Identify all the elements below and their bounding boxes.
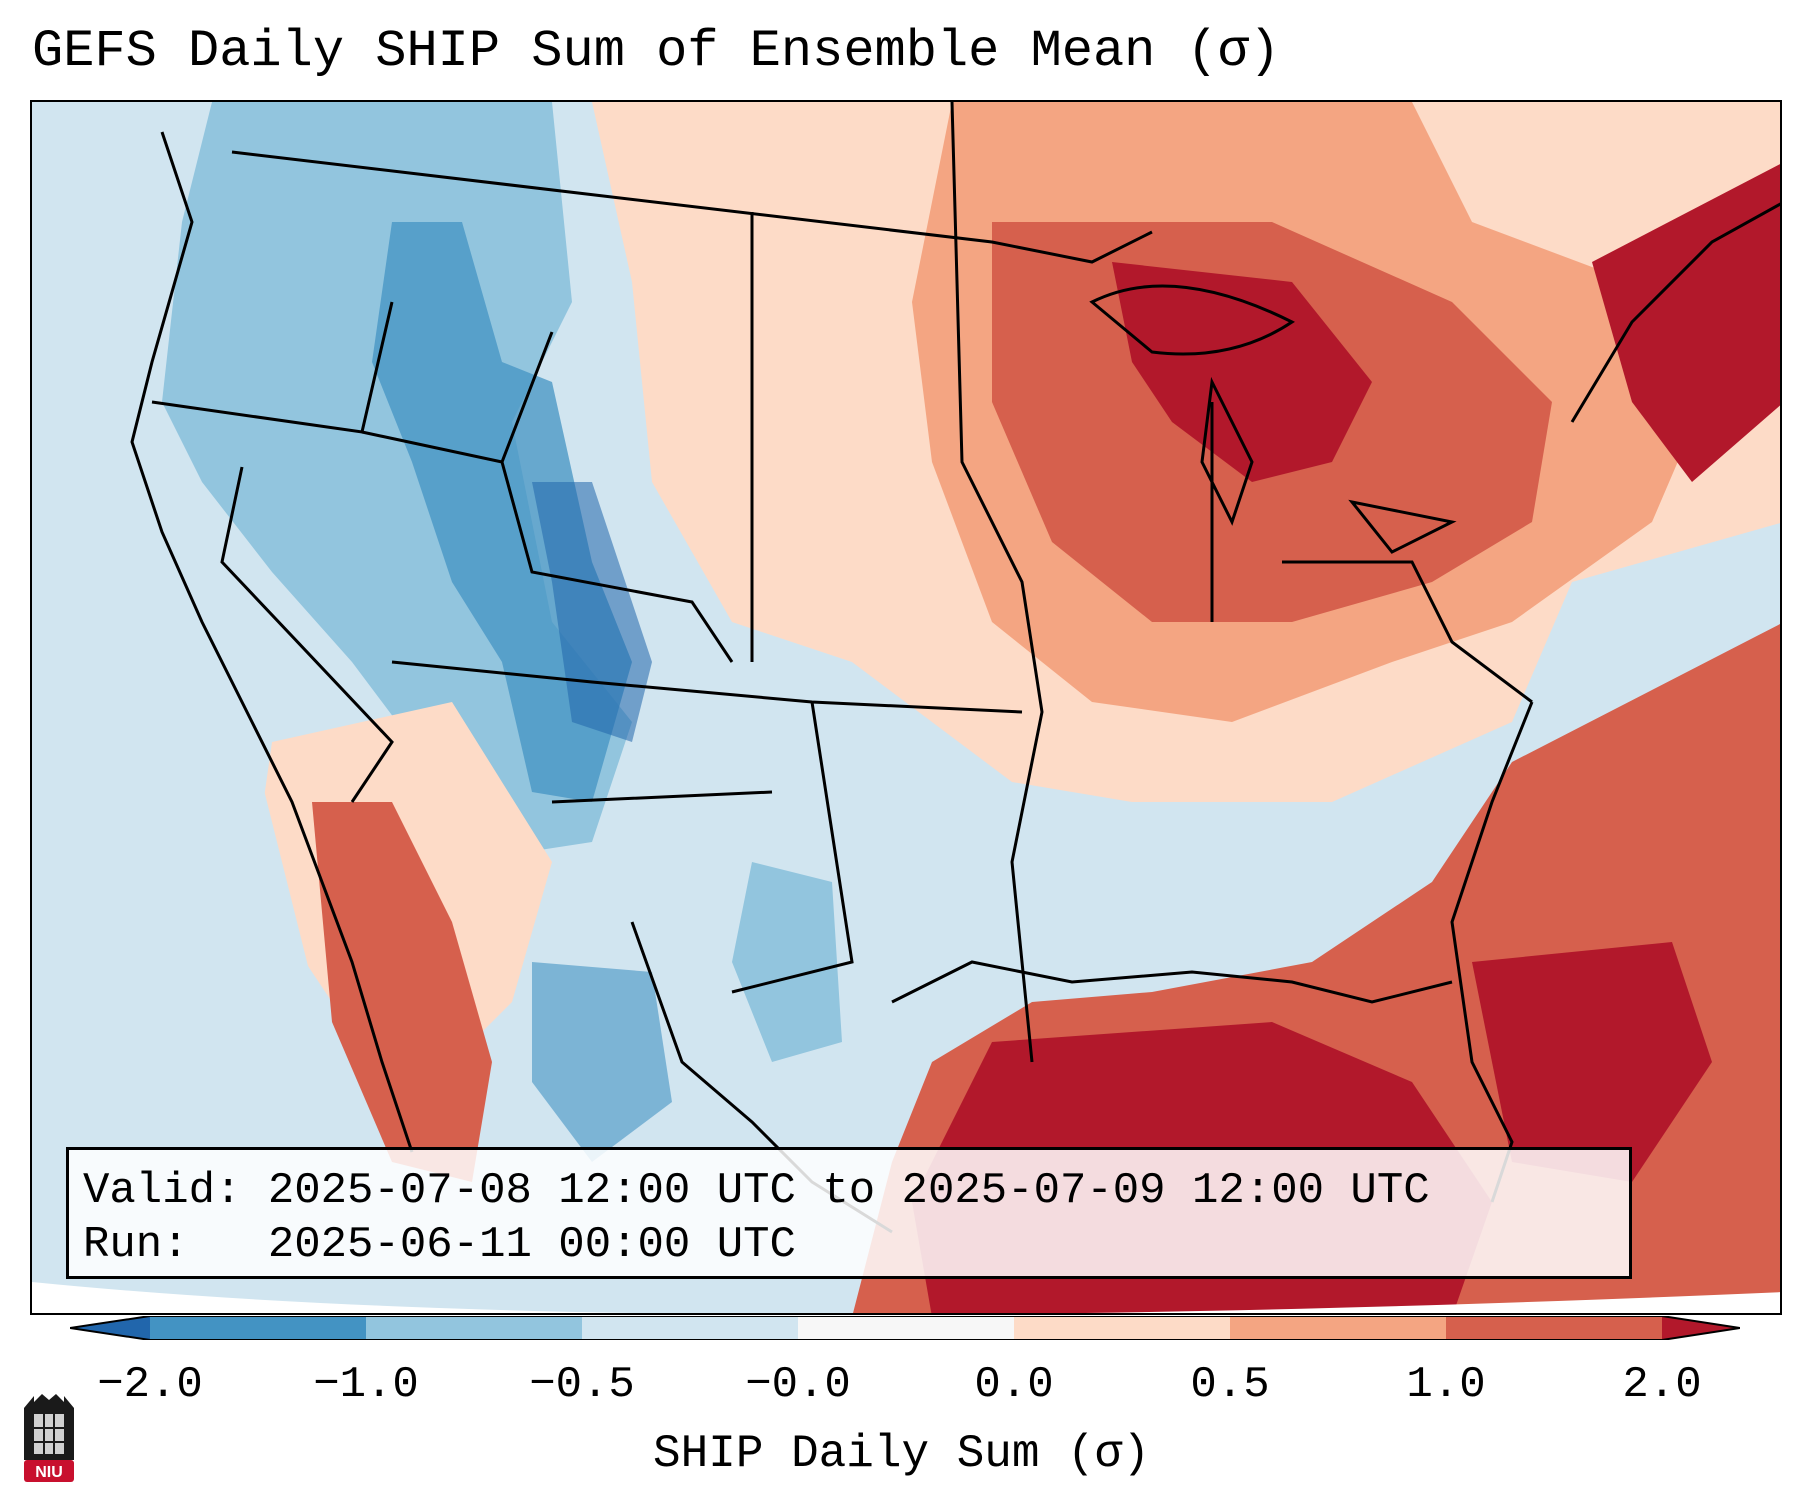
tick-label: −2.0 <box>97 1360 203 1410</box>
colorbar-bin-7 <box>1446 1316 1662 1340</box>
tick-label: −0.0 <box>745 1360 851 1410</box>
shaded-map <box>32 102 1780 1313</box>
central-lines <box>391 660 1023 804</box>
valid-run-info-box: Valid: 2025-07-08 12:00 UTC to 2025-07-0… <box>66 1147 1632 1279</box>
run-label: Run: <box>83 1220 189 1270</box>
colorbar-label: SHIP Daily Sum (σ) <box>653 1428 1150 1480</box>
colorbar <box>70 1316 1740 1340</box>
tick-label: 0.0 <box>974 1360 1054 1410</box>
run-value: 2025-06-11 00:00 UTC <box>267 1220 796 1270</box>
tick-label: 0.5 <box>1190 1360 1270 1410</box>
colorbar-bin-5 <box>1014 1316 1230 1340</box>
colorbar-bin-6 <box>1230 1316 1446 1340</box>
tick-label: 2.0 <box>1622 1360 1702 1410</box>
colorbar-bin-2 <box>366 1316 582 1340</box>
state-boundaries <box>130 102 1780 1234</box>
tick-label: −0.5 <box>529 1360 635 1410</box>
field-great-lakes-darkred <box>1112 262 1372 482</box>
field-colorado-blue <box>532 482 652 742</box>
valid-row: Valid: 2025-07-08 12:00 UTC to 2025-07-0… <box>83 1164 1629 1218</box>
field-mexico-blue <box>532 962 672 1162</box>
northeast-coast <box>1570 202 1780 423</box>
field-pacific <box>32 102 352 1313</box>
field-gulf-california-red <box>312 802 492 1182</box>
logo-text: NIU <box>35 1464 63 1481</box>
great-lakes <box>1089 284 1457 554</box>
map-panel <box>30 100 1782 1315</box>
ohio-valley <box>1210 402 1533 704</box>
field-texas-blue <box>732 862 842 1062</box>
tick-label: 1.0 <box>1406 1360 1486 1410</box>
map-edge <box>32 1282 1780 1313</box>
mississippi <box>950 102 1044 1063</box>
colorbar-bin-3 <box>582 1316 798 1340</box>
colorbar-extend-low <box>70 1316 150 1340</box>
colorbar-extend-high <box>1662 1316 1740 1340</box>
field-new-england-darkred <box>1592 164 1780 482</box>
valid-value: 2025-07-08 12:00 UTC to 2025-07-09 12:00… <box>267 1166 1430 1216</box>
gulf-coastline <box>891 960 1453 1004</box>
run-row: Run: 2025-06-11 00:00 UTC <box>83 1218 1629 1272</box>
plains-lines <box>731 212 854 994</box>
chart-title: GEFS Daily SHIP Sum of Ensemble Mean (σ) <box>32 22 1281 81</box>
canada-border <box>231 150 1153 264</box>
rockies-states <box>361 331 734 663</box>
colorbar-bin-1 <box>150 1316 366 1340</box>
field-bahamas-darkred <box>1472 942 1712 1182</box>
valid-label: Valid: <box>83 1166 242 1216</box>
colorbar-bin-4 <box>798 1316 1014 1340</box>
niu-logo: NIU <box>24 1394 74 1482</box>
tick-label: −1.0 <box>313 1360 419 1410</box>
west-coastline <box>130 131 414 1153</box>
